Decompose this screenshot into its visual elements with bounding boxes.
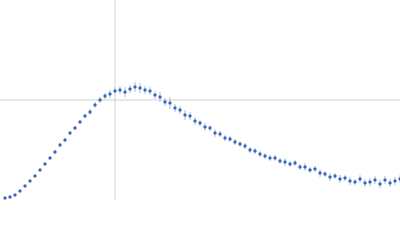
data-point [303, 165, 307, 169]
data-point [143, 88, 147, 92]
data-point [13, 193, 17, 197]
data-point [358, 177, 362, 181]
data-point [213, 131, 217, 135]
data-point [88, 110, 92, 114]
data-point [163, 100, 167, 104]
data-point [363, 181, 367, 185]
data-point [293, 161, 297, 165]
data-point [18, 189, 22, 193]
data-point [263, 154, 267, 158]
data-point [63, 138, 67, 142]
data-point [258, 152, 262, 156]
data-point [53, 150, 57, 154]
data-point [118, 88, 122, 92]
data-point [393, 179, 397, 183]
data-point [183, 113, 187, 117]
data-point [128, 87, 132, 91]
data-point [123, 90, 127, 94]
data-point [78, 120, 82, 124]
data-point [83, 114, 87, 118]
data-point [238, 142, 242, 146]
data-point [368, 180, 372, 184]
data-point [373, 178, 377, 182]
data-point [323, 172, 327, 176]
data-point [148, 89, 152, 93]
data-point [233, 140, 237, 144]
data-point [48, 156, 52, 160]
data-point [308, 168, 312, 172]
data-point [98, 98, 102, 102]
data-point [188, 114, 192, 118]
data-point [218, 132, 222, 136]
data-point [253, 149, 257, 153]
chart [0, 0, 400, 200]
data-point [198, 121, 202, 125]
data-point [243, 144, 247, 148]
data-point [158, 95, 162, 99]
data-point [73, 126, 77, 130]
data-point [338, 177, 342, 181]
data-point [248, 148, 252, 152]
data-point [103, 94, 107, 98]
data-point [33, 174, 37, 178]
data-point [153, 93, 157, 97]
data-point [178, 108, 182, 112]
data-point [353, 180, 357, 184]
data-point [388, 181, 392, 185]
data-point [313, 167, 317, 171]
data-point [23, 184, 27, 188]
data-point [28, 179, 32, 183]
data-point [208, 126, 212, 130]
data-point [43, 162, 47, 166]
data-point [223, 136, 227, 140]
data-point [193, 119, 197, 123]
data-point [348, 179, 352, 183]
data-point [173, 106, 177, 110]
data-point [8, 195, 12, 199]
data-point [168, 101, 172, 105]
data-point [38, 168, 42, 172]
data-point [333, 174, 337, 178]
data-point [58, 143, 62, 147]
data-point [3, 196, 7, 200]
data-point [228, 137, 232, 141]
data-point [383, 178, 387, 182]
data-point [288, 162, 292, 166]
data-point [93, 103, 97, 107]
data-point [328, 175, 332, 179]
data-point [343, 176, 347, 180]
data-point [68, 131, 72, 135]
data-point [138, 86, 142, 90]
data-point [278, 159, 282, 163]
data-point [108, 92, 112, 96]
data-point [273, 156, 277, 160]
data-point [113, 89, 117, 93]
data-point [298, 165, 302, 169]
data-point [133, 85, 137, 89]
data-point [203, 125, 207, 129]
data-point [378, 182, 382, 186]
data-point [283, 160, 287, 164]
data-point [268, 156, 272, 160]
data-point [318, 171, 322, 175]
